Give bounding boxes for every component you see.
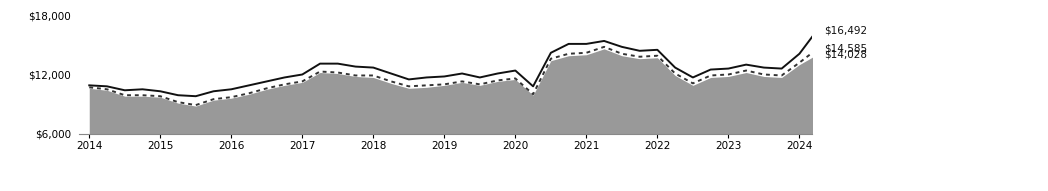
Text: $14,585: $14,585 <box>824 44 868 54</box>
Text: $16,492: $16,492 <box>824 25 868 35</box>
Text: $14,028: $14,028 <box>824 49 867 59</box>
